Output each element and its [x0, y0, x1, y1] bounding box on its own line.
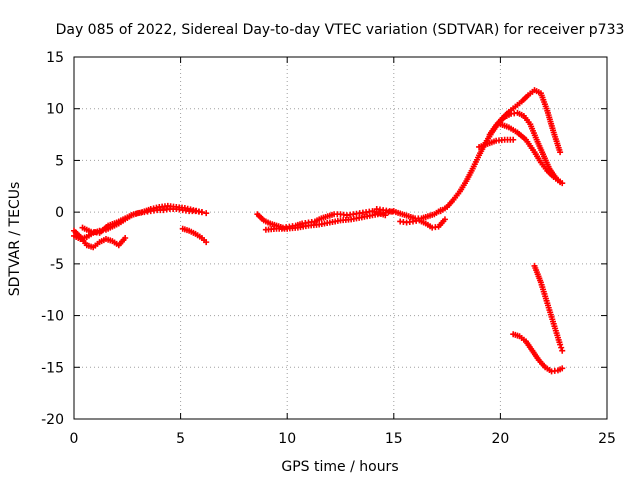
data-point: [559, 365, 566, 372]
axis-ticks: 0 5 10 15 20 25 -20 -15 -10 -5 0 5 10 15: [41, 50, 616, 447]
series-track-13: [531, 262, 566, 354]
data-point: [441, 216, 448, 223]
series-track-10: [486, 87, 564, 156]
data-point: [557, 149, 564, 156]
data-point-fill: [558, 344, 565, 351]
y-tick-label: -20: [41, 412, 64, 428]
x-axis-label: GPS time / hours: [281, 459, 398, 475]
data-point: [122, 235, 129, 241]
data-point: [198, 209, 205, 216]
data-point: [203, 239, 210, 246]
y-tick-label: 5: [55, 153, 64, 169]
series-track-12: [476, 136, 517, 150]
series-track-14: [510, 331, 566, 375]
y-tick-label: -15: [41, 360, 64, 376]
x-tick-label: 15: [385, 431, 403, 447]
x-tick-label: 5: [176, 431, 185, 447]
series-track-3: [79, 202, 205, 236]
chart-title: Day 085 of 2022, Sidereal Day-to-day VTE…: [56, 22, 625, 38]
y-tick-label: 15: [46, 50, 64, 66]
x-tick-label: 10: [278, 431, 296, 447]
series-track-8: [397, 216, 448, 231]
data-point: [203, 210, 210, 217]
y-tick-label: -5: [50, 257, 64, 273]
y-tick-label: 0: [55, 205, 64, 221]
series-track-4: [179, 225, 210, 246]
data-points: [71, 87, 566, 375]
data-point: [557, 341, 564, 348]
series-track-11: [497, 121, 564, 186]
y-axis-label: SDTVAR / TECUs: [7, 182, 23, 297]
y-tick-label: -10: [41, 309, 64, 325]
series-track-2: [71, 227, 129, 251]
data-point: [557, 179, 564, 186]
data-point: [559, 347, 566, 354]
x-tick-label: 25: [598, 431, 616, 447]
x-tick-label: 0: [70, 431, 79, 447]
x-tick-label: 20: [491, 431, 509, 447]
data-point: [510, 136, 517, 143]
y-tick-label: 10: [46, 102, 64, 118]
